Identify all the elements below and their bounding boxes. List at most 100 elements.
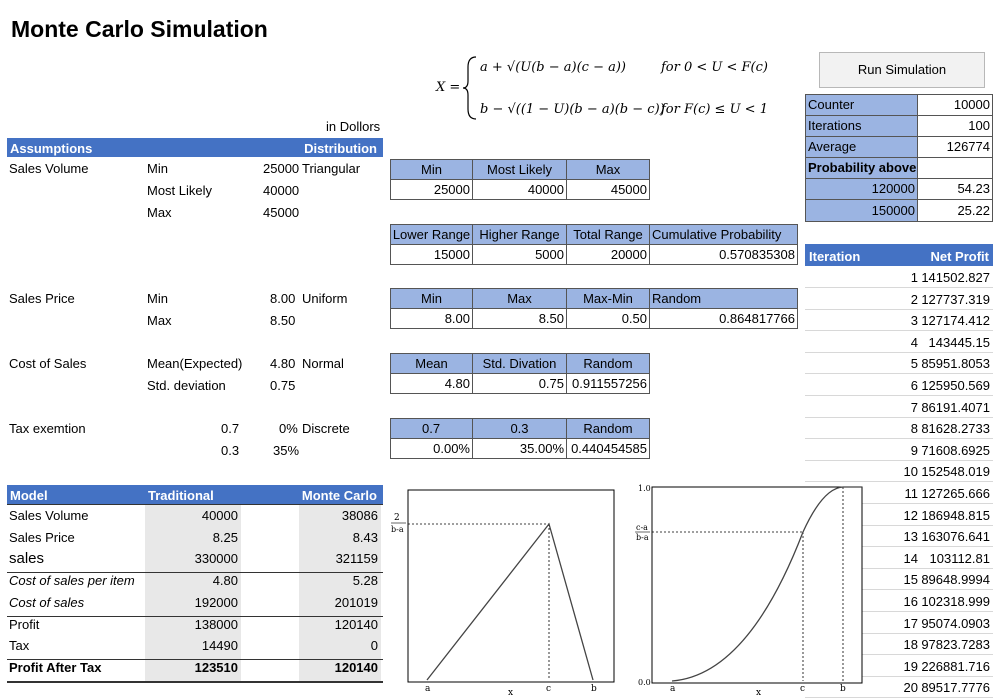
max-value: 45000	[263, 205, 300, 220]
model-row-traditional: 138000	[194, 616, 238, 632]
threshold-2: 150000	[805, 199, 918, 222]
dist-type: Normal	[302, 356, 344, 371]
cdf-x-b: b	[840, 684, 846, 694]
model-row-traditional: 330000	[194, 551, 238, 567]
value-cell: 45000	[566, 179, 650, 200]
monte-carlo-header-label: Monte Carlo	[301, 488, 377, 503]
value-cell: 0.570835308	[649, 244, 798, 265]
p2: 0.3	[221, 443, 240, 458]
label: Tax exemtion	[9, 421, 86, 436]
cdf-y-label-den: b-a	[636, 533, 649, 542]
pdf-x-b: b	[591, 684, 597, 694]
formula-case-2: b − √((1 − U)(b − a)(b − c))	[480, 102, 665, 117]
dist-type: Triangular	[302, 161, 361, 176]
pdf-y-label-den: b-a	[391, 525, 404, 534]
iteration-row-divider	[805, 351, 993, 353]
iteration-number: 17	[903, 615, 918, 631]
iteration-header: Iteration Net Profit	[805, 244, 993, 266]
iteration-number: 3	[910, 313, 918, 329]
iteration-net-profit: 143445.15	[928, 334, 990, 350]
sd-label: Std. deviation	[147, 378, 226, 393]
header-cell: Most Likely	[472, 159, 567, 180]
iteration-net-profit: 163076.641	[921, 529, 990, 545]
iteration-row-divider	[805, 524, 993, 526]
p1: 0.7	[221, 421, 240, 436]
value-cell: 8.00	[390, 308, 473, 329]
probability-2: 25.22	[917, 199, 993, 222]
iteration-row-divider	[805, 675, 993, 677]
iteration-number: 4	[910, 334, 918, 350]
probability-1: 54.23	[917, 178, 993, 200]
iteration-row-divider	[805, 546, 993, 548]
iteration-number: 12	[903, 507, 918, 523]
min-value: 25000	[263, 161, 300, 176]
iteration-header-label: Iteration	[809, 249, 861, 264]
model-row-label: Cost of sales	[9, 594, 85, 610]
header-cell: Random	[649, 288, 798, 309]
traditional-header-label: Traditional	[148, 488, 214, 503]
model-rule	[7, 659, 383, 660]
model-row-monte-carlo: 120140	[334, 616, 378, 632]
model-row-monte-carlo: 38086	[341, 508, 378, 523]
formula-lhs: X =	[436, 80, 461, 95]
run-simulation-button[interactable]: Run Simulation	[819, 52, 985, 88]
monte-carlo-column-bg	[299, 504, 381, 682]
model-row-monte-carlo: 8.43	[352, 529, 378, 545]
value-cell: 15000	[390, 244, 473, 265]
cdf-frame	[651, 486, 863, 684]
value-cell: 0.440454585	[566, 438, 650, 459]
value-cell: 4.80	[390, 373, 473, 394]
model-rule	[7, 572, 383, 573]
probability-above-label: Probability above	[805, 157, 918, 179]
cdf-x-axis-label: x	[756, 688, 761, 696]
average-label: Average	[805, 136, 918, 158]
iteration-row-divider	[805, 589, 993, 591]
header-cell: Max	[472, 288, 567, 309]
page-title: Monte Carlo Simulation	[11, 16, 268, 42]
iteration-net-profit: 102318.999	[921, 594, 990, 609]
net-profit-header-label: Net Profit	[930, 249, 990, 264]
model-row-label: Sales Volume	[9, 508, 89, 523]
model-row-monte-carlo: 201019	[334, 594, 378, 610]
iteration-row-divider	[805, 654, 993, 656]
value-cell: 40000	[472, 179, 567, 200]
min-label: Min	[147, 161, 168, 176]
iteration-row-divider	[805, 330, 993, 332]
iteration-row-divider	[805, 481, 993, 483]
iteration-number: 14	[903, 550, 918, 566]
iteration-net-profit: 127737.319	[921, 291, 990, 307]
iteration-number: 16	[903, 594, 918, 609]
cdf-curve	[671, 486, 862, 682]
iterations-value: 100	[917, 115, 993, 137]
iteration-number: 13	[903, 529, 918, 545]
min-value: 8.00	[270, 291, 296, 306]
formula-case-1: a + √(U(b − a)(c − a))	[480, 60, 626, 75]
iteration-number: 20	[903, 680, 918, 696]
model-row-monte-carlo: 0	[370, 638, 378, 654]
counter-value: 10000	[917, 94, 993, 116]
model-row-label: Sales Price	[9, 529, 75, 545]
probability-above-blank	[917, 157, 993, 179]
iteration-row-divider	[805, 697, 993, 699]
assumptions-header: Assumptions Distribution	[7, 138, 383, 157]
iteration-net-profit: 152548.019	[921, 464, 990, 480]
cdf-x-a: a	[670, 684, 676, 694]
model-header-label: Model	[10, 488, 48, 503]
model-row-traditional: 4.80	[212, 573, 238, 589]
cdf-y-top: 1.0	[638, 484, 651, 493]
model-row-traditional: 8.25	[212, 529, 238, 545]
iteration-net-profit: 89648.9994	[921, 572, 990, 588]
cdf-chart: 1.0 0.0 c-a b-a a c b x	[628, 480, 866, 698]
value-cell: 5000	[472, 244, 567, 265]
value-cell: 0.864817766	[649, 308, 798, 329]
iteration-row-divider	[805, 395, 993, 396]
iteration-number: 8	[910, 421, 918, 437]
iteration-row-divider	[805, 503, 993, 504]
label: Cost of Sales	[9, 356, 87, 371]
iteration-net-profit: 127174.412	[921, 313, 990, 329]
value-cell: 0.75	[472, 373, 567, 394]
iteration-number: 11	[904, 486, 919, 501]
model-row-monte-carlo: 321159	[335, 551, 378, 567]
v2: 35%	[273, 443, 300, 458]
iteration-net-profit: 71608.6925	[921, 442, 990, 458]
